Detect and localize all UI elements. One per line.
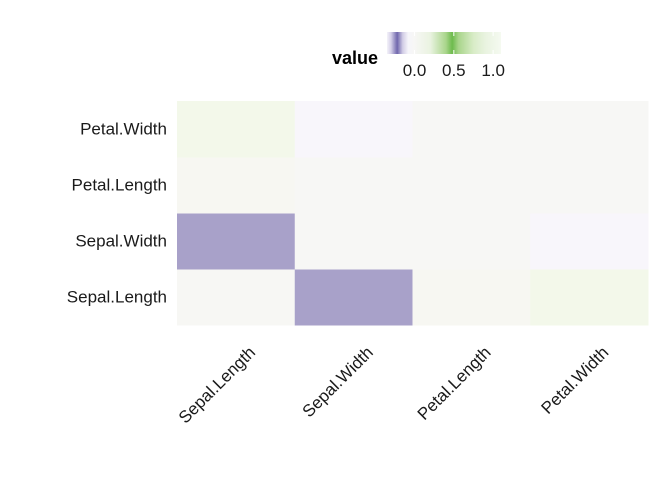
y-tick-label-sepal-length: Sepal.Length bbox=[67, 288, 167, 307]
y-tick-label-petal-length: Petal.Length bbox=[72, 176, 167, 195]
heatmap-cell-sepal-length-sepal-length bbox=[177, 269, 296, 326]
legend-tick-label: 0.0 bbox=[403, 61, 427, 80]
heatmap-cell-sepal-width-sepal-length bbox=[294, 269, 413, 326]
x-tick-label-petal-length: Petal.Length bbox=[414, 343, 495, 424]
heatmap-cell-petal-width-petal-length bbox=[530, 157, 649, 214]
heatmap-cell-sepal-length-petal-length bbox=[177, 157, 296, 214]
heatmap-cell-petal-width-petal-width bbox=[530, 101, 649, 158]
y-tick-label-petal-width: Petal.Width bbox=[80, 120, 167, 139]
legend-tick-label: 1.0 bbox=[481, 61, 505, 80]
x-tick-label-sepal-width: Sepal.Width bbox=[299, 343, 377, 421]
legend-tick-label: 0.5 bbox=[442, 61, 466, 80]
heatmap-cell-sepal-width-sepal-width bbox=[294, 213, 413, 270]
heatmap-cell-petal-length-petal-length bbox=[412, 157, 531, 214]
heatmap-cell-sepal-width-petal-length bbox=[294, 157, 413, 214]
heatmap-cell-petal-length-sepal-width bbox=[412, 213, 531, 270]
heatmap-cell-sepal-length-sepal-width bbox=[177, 213, 296, 270]
y-tick-label-sepal-width: Sepal.Width bbox=[75, 232, 167, 251]
heatmap-cell-petal-length-petal-width bbox=[412, 101, 531, 158]
heatmap-cell-petal-width-sepal-length bbox=[530, 269, 649, 326]
legend-colorbar bbox=[387, 32, 501, 54]
x-tick-label-sepal-length: Sepal.Length bbox=[175, 343, 259, 427]
heatmap-cell-petal-width-sepal-width bbox=[530, 213, 649, 270]
heatmap-cell-sepal-width-petal-width bbox=[294, 101, 413, 158]
heatmap-cell-petal-length-sepal-length bbox=[412, 269, 531, 326]
legend: value 0.0 0.5 1.0 bbox=[332, 32, 505, 80]
legend-title: value bbox=[332, 48, 378, 68]
x-tick-label-petal-width: Petal.Width bbox=[538, 343, 613, 418]
heatmap-cell-sepal-length-petal-width bbox=[177, 101, 296, 158]
